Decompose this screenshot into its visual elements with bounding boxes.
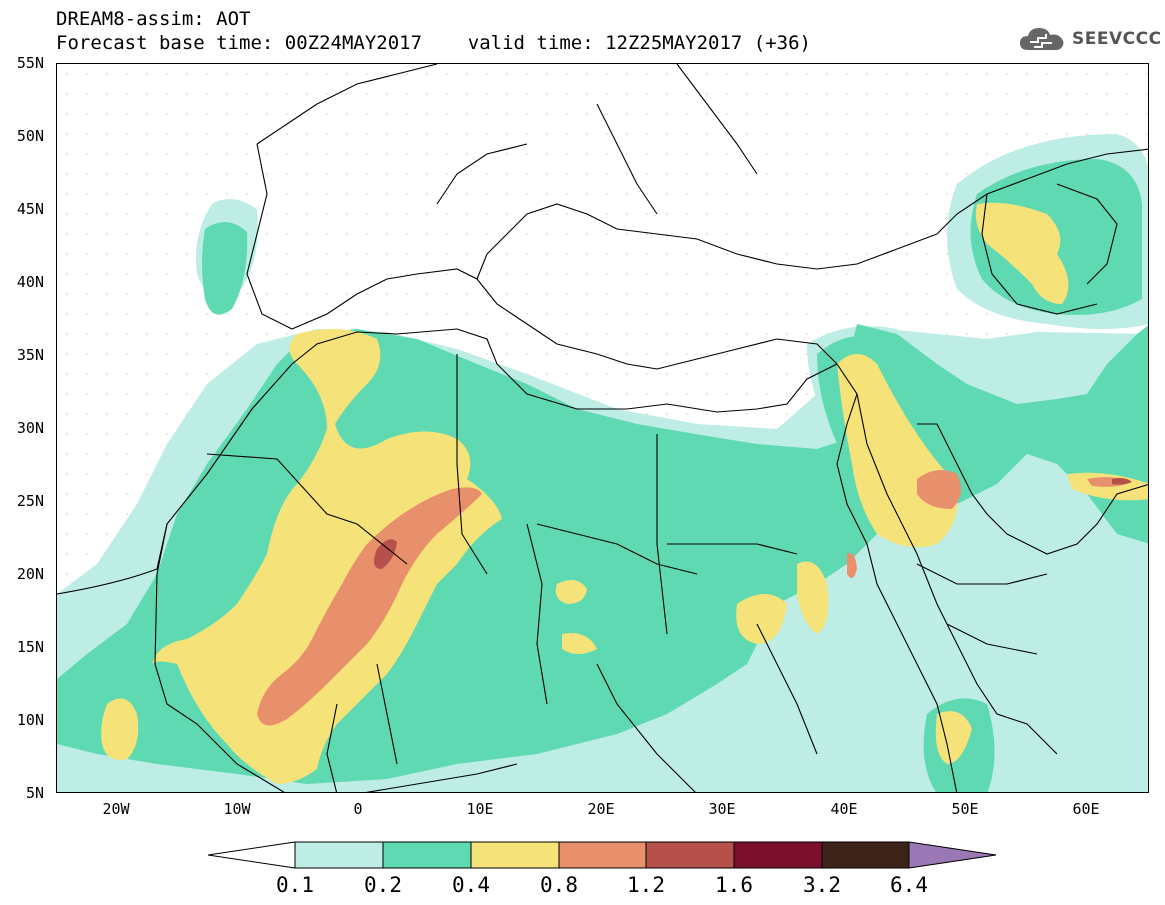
aot-field-map <box>57 64 1148 792</box>
colorbar-segment-0.8-1.2 <box>558 841 647 869</box>
lon-label: 0 <box>353 800 363 818</box>
lat-label: 30N <box>16 419 44 437</box>
colorbar-segment-below-0.1 <box>207 841 296 869</box>
lon-label: 40E <box>830 800 858 818</box>
aot-level-1.2 <box>373 478 1132 569</box>
forecast-time-info: Forecast base time: 00Z24MAY2017 valid t… <box>56 32 811 54</box>
lon-label: 10E <box>466 800 494 818</box>
lat-label: 50N <box>16 127 44 145</box>
colorbar-segment-1.6-3.2 <box>733 841 823 869</box>
colorbar-tick: 0.8 <box>540 873 578 897</box>
lat-label: 5N <box>25 784 44 802</box>
colorbar-tick: 1.2 <box>627 873 665 897</box>
colorbar-tick: 0.2 <box>364 873 402 897</box>
colorbar-tick: 0.4 <box>452 873 490 897</box>
lat-label: 35N <box>16 346 44 364</box>
colorbar-segment-3.2-6.4 <box>821 841 910 869</box>
logo-text: SEEVCCC <box>1072 29 1162 49</box>
lon-label: 10W <box>223 800 251 818</box>
colorbar <box>207 841 997 869</box>
lon-label: 60E <box>1072 800 1100 818</box>
colorbar-segment-1.2-1.6 <box>645 841 735 869</box>
colorbar-segment-0.1-0.2 <box>294 841 384 869</box>
lon-label: 30E <box>708 800 736 818</box>
colorbar-tick: 0.1 <box>276 873 314 897</box>
lat-label: 15N <box>16 638 44 656</box>
lat-label: 25N <box>16 492 44 510</box>
lat-label: 20N <box>16 565 44 583</box>
lat-label: 40N <box>16 273 44 291</box>
map-area <box>56 63 1149 793</box>
colorbar-tick: 3.2 <box>803 873 841 897</box>
coastlines-borders <box>57 64 1148 792</box>
aot-level-0.4 <box>101 202 1148 784</box>
colorbar-tick: 6.4 <box>890 873 928 897</box>
colorbar-segment-0.2-0.4 <box>382 841 472 869</box>
lon-label: 20E <box>587 800 615 818</box>
cloud-icon <box>1020 28 1064 50</box>
colorbar-segment-above-6.4 <box>908 841 997 869</box>
lat-label: 10N <box>16 711 44 729</box>
seevccc-logo: SEEVCCC <box>1018 24 1162 54</box>
lon-label: 50E <box>951 800 979 818</box>
map-title: DREAM8-assim: AOT <box>56 8 251 30</box>
lat-label: 55N <box>16 54 44 72</box>
lon-label: 20W <box>102 800 130 818</box>
colorbar-segment-0.4-0.8 <box>470 841 560 869</box>
lat-label: 45N <box>16 200 44 218</box>
colorbar-tick: 1.6 <box>715 873 753 897</box>
